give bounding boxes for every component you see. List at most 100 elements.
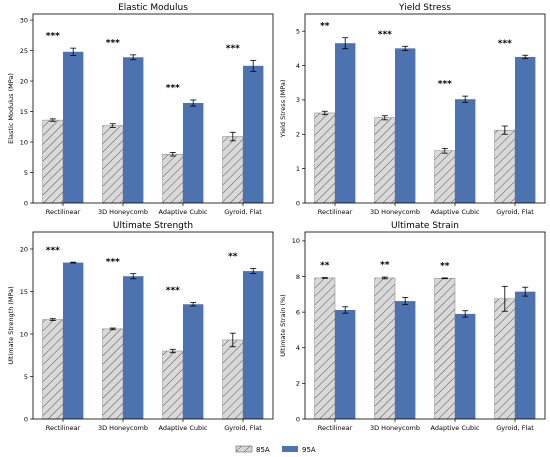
y-tick-label: 0 xyxy=(296,199,300,207)
bar-85a-2 xyxy=(374,117,396,204)
y-tick-label: 0 xyxy=(24,415,28,423)
y-axis-label: Ultimate Strength (MPa) xyxy=(7,286,15,364)
y-tick-label: 4 xyxy=(296,62,300,70)
significance-label: *** xyxy=(166,286,180,296)
legend-swatch-95a xyxy=(282,446,298,452)
y-tick-label: 10 xyxy=(20,330,28,338)
bar-85a-4 xyxy=(222,136,244,204)
bar-85a-1 xyxy=(314,112,336,204)
bar-95a-2 xyxy=(395,301,416,419)
legend-label-95a: 95A xyxy=(302,446,316,454)
significance-label: *** xyxy=(438,80,452,90)
x-tick-label: Gyroid, Flat xyxy=(496,208,534,216)
x-tick-label: Gyroid, Flat xyxy=(224,424,262,432)
x-tick-label: Rectilinear xyxy=(46,208,81,216)
x-tick-label: 3D Honeycomb xyxy=(370,424,420,432)
x-tick-label: Gyroid, Flat xyxy=(224,208,262,216)
x-tick-label: 3D Honeycomb xyxy=(98,208,148,216)
axes-frame xyxy=(304,13,546,204)
x-tick-label: 3D Honeycomb xyxy=(370,208,420,216)
bar-85a-4 xyxy=(222,339,244,420)
bar-95a-1 xyxy=(63,51,84,203)
bar-85a-4 xyxy=(494,298,516,420)
significance-label: *** xyxy=(46,32,60,42)
x-tick-label: Adaptive Cubic xyxy=(431,424,480,432)
y-tick-label: 20 xyxy=(20,77,28,85)
y-tick-label: 6 xyxy=(296,308,300,316)
y-tick-label: 10 xyxy=(292,237,300,245)
y-tick-label: 5 xyxy=(24,373,28,381)
bar-85a-4 xyxy=(494,129,516,204)
bar-85a-2 xyxy=(102,125,124,204)
bar-95a-4 xyxy=(515,56,536,203)
significance-label: ** xyxy=(380,261,390,271)
bar-85a-2 xyxy=(102,328,124,420)
bar-85a-2 xyxy=(374,277,396,420)
significance-label: *** xyxy=(378,30,392,40)
panel-title: Ultimate Strength xyxy=(113,221,193,231)
y-tick-label: 4 xyxy=(296,344,300,352)
significance-label: *** xyxy=(46,246,60,256)
panel-3: Ultimate Strength 0 5 10 15 20 Ultimate Streng… xyxy=(7,221,274,432)
y-tick-label: 1 xyxy=(296,165,300,173)
y-axis-label: Ultimate Strain (%) xyxy=(279,294,287,356)
significance-label: *** xyxy=(106,38,120,48)
x-tick-label: Adaptive Cubic xyxy=(159,424,208,432)
significance-label: *** xyxy=(498,39,512,49)
bar-95a-2 xyxy=(395,48,416,204)
x-tick-label: Rectilinear xyxy=(318,208,353,216)
y-tick-label: 3 xyxy=(296,96,300,104)
bar-95a-1 xyxy=(63,262,84,419)
bar-85a-3 xyxy=(162,350,184,420)
x-tick-label: Rectilinear xyxy=(46,424,81,432)
x-tick-label: Adaptive Cubic xyxy=(431,208,480,216)
y-axis-label: Elastic Modulus (MPa) xyxy=(7,73,15,144)
bar-85a-1 xyxy=(42,319,64,420)
panel-1: Elastic Modulus 0 5 10 15 20 25 30 Elastic Modul… xyxy=(7,3,274,216)
y-tick-label: 20 xyxy=(20,245,28,253)
x-tick-label: 3D Honeycomb xyxy=(98,424,148,432)
bar-95a-3 xyxy=(455,99,476,203)
bar-95a-4 xyxy=(243,271,264,419)
y-tick-label: 5 xyxy=(24,169,28,177)
significance-label: *** xyxy=(106,257,120,267)
axes-frame xyxy=(32,231,274,420)
bar-95a-2 xyxy=(123,57,144,204)
panel-2: Yield Stress 0 1 2 3 4 5 Yield Stress (MPa) Rect… xyxy=(279,3,546,216)
bar-85a-3 xyxy=(434,150,456,204)
bar-85a-3 xyxy=(162,154,184,204)
significance-label: ** xyxy=(228,252,238,262)
bar-95a-1 xyxy=(335,43,356,203)
panel-title: Ultimate Strain xyxy=(391,221,459,231)
y-tick-label: 0 xyxy=(296,415,300,423)
x-tick-label: Adaptive Cubic xyxy=(159,208,208,216)
y-tick-label: 15 xyxy=(20,108,28,116)
bar-85a-1 xyxy=(42,119,64,204)
significance-label: *** xyxy=(226,44,240,54)
significance-label: *** xyxy=(166,84,180,94)
panel-title: Yield Stress xyxy=(398,3,451,13)
y-tick-label: 2 xyxy=(296,131,300,139)
axes-frame xyxy=(304,231,546,420)
y-axis-label: Yield Stress (MPa) xyxy=(279,80,287,139)
y-tick-label: 25 xyxy=(20,47,28,55)
legend-label-85a: 85A xyxy=(256,446,270,454)
bar-95a-3 xyxy=(455,313,476,419)
y-tick-label: 0 xyxy=(24,199,28,207)
significance-label: ** xyxy=(320,261,330,271)
x-tick-label: Rectilinear xyxy=(318,424,353,432)
x-tick-label: Gyroid, Flat xyxy=(496,424,534,432)
legend: 85A 95A xyxy=(235,445,316,454)
bar-95a-1 xyxy=(335,310,356,419)
significance-label: ** xyxy=(440,262,450,272)
axes-frame xyxy=(32,13,274,204)
legend-swatch-85a xyxy=(235,445,253,453)
y-tick-label: 15 xyxy=(20,288,28,296)
bar-95a-4 xyxy=(515,291,536,419)
y-tick-label: 8 xyxy=(296,273,300,281)
bar-85a-1 xyxy=(314,277,336,420)
bar-95a-4 xyxy=(243,65,264,204)
y-tick-label: 10 xyxy=(20,138,28,146)
panel-4: Ultimate Strain 0 2 4 6 8 10 Ultimate Strain (%… xyxy=(279,221,546,432)
